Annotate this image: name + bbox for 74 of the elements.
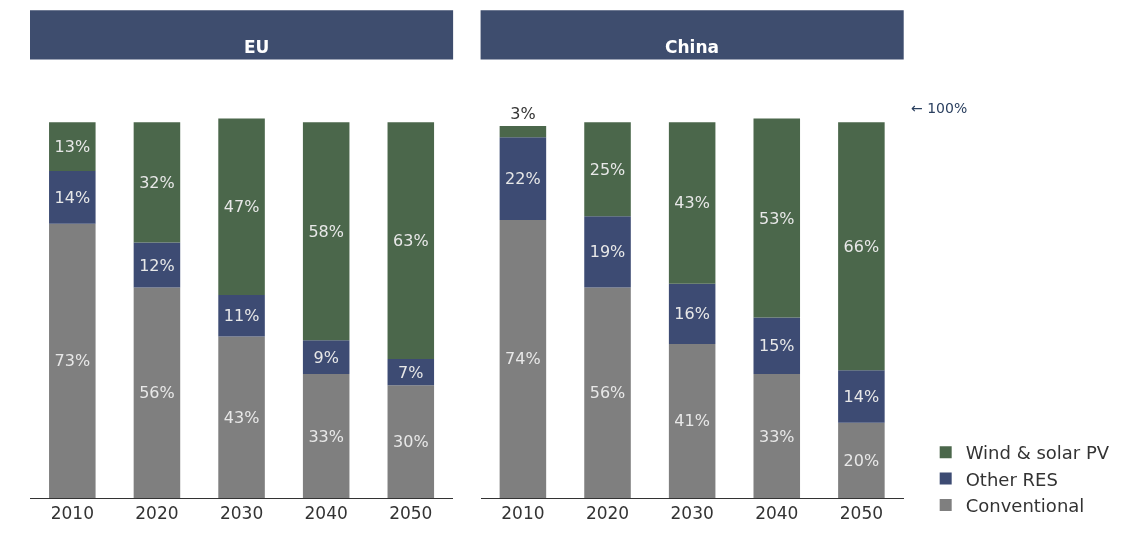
- data-label: 41%: [674, 411, 710, 431]
- bar: [49, 223, 96, 499]
- bar: [499, 125, 547, 138]
- legend-label: Other RES: [965, 468, 1058, 490]
- bar: [753, 374, 801, 499]
- data-label: 3%: [510, 103, 536, 123]
- data-label: 22%: [505, 169, 541, 189]
- x-tick-label: 2050: [839, 503, 884, 524]
- data-label: 25%: [589, 159, 626, 179]
- bar: [302, 374, 350, 499]
- bar: [584, 287, 631, 499]
- data-label: 53%: [758, 208, 795, 228]
- bar: [387, 385, 435, 499]
- bar: [218, 295, 265, 337]
- data-label: 63%: [393, 231, 429, 251]
- bar: [753, 118, 801, 318]
- x-tick-label: 2050: [389, 503, 433, 524]
- x-tick-label: 2020: [585, 503, 630, 524]
- bar: [668, 343, 716, 499]
- bar: [753, 317, 801, 375]
- data-label: 19%: [589, 242, 626, 262]
- legend-label: Wind & solar PV: [965, 442, 1110, 464]
- data-label: 9%: [313, 347, 339, 367]
- bar: [838, 122, 885, 371]
- data-label: 11%: [223, 306, 260, 326]
- data-label: 12%: [139, 255, 175, 275]
- data-label: 47%: [223, 197, 260, 217]
- bar: [668, 122, 716, 284]
- bar: [133, 287, 181, 499]
- data-label: 20%: [843, 450, 880, 470]
- bar: [499, 219, 547, 499]
- bar: [302, 122, 350, 341]
- text: ← 100%: [911, 100, 968, 116]
- data-label: 33%: [758, 426, 795, 446]
- chart-title: EU: [244, 37, 270, 57]
- data-label: 58%: [308, 221, 344, 241]
- bar: [387, 122, 435, 359]
- x-tick-label: 2030: [670, 503, 714, 524]
- data-label: 32%: [139, 172, 175, 192]
- data-label: 14%: [54, 187, 91, 207]
- bar: [49, 171, 96, 224]
- x-tick-label: 2010: [501, 503, 545, 524]
- bar: [838, 422, 885, 499]
- x-tick-label: 2040: [755, 503, 799, 524]
- bar: [133, 122, 181, 243]
- data-label: 7%: [398, 362, 424, 382]
- x-tick-label: 2040: [304, 503, 348, 524]
- data-label: 66%: [843, 236, 880, 256]
- data-label: 43%: [223, 407, 260, 427]
- data-label: 33%: [308, 426, 344, 446]
- data-label: 43%: [674, 193, 710, 213]
- bar: [133, 242, 181, 288]
- data-label: 30%: [393, 432, 429, 452]
- data-label: 56%: [589, 383, 626, 403]
- bar: [49, 122, 96, 172]
- data-label: 16%: [674, 304, 710, 324]
- x-tick-label: 2030: [219, 503, 264, 524]
- bar: [218, 336, 265, 499]
- bar: [584, 216, 631, 288]
- data-label: 13%: [54, 137, 91, 157]
- bar: [499, 137, 547, 220]
- x-tick-label: 2010: [50, 503, 94, 524]
- legend-label: Conventional: [965, 495, 1085, 517]
- data-label: 14%: [843, 387, 880, 407]
- data-label: 73%: [54, 351, 91, 371]
- data-label: 56%: [139, 383, 175, 403]
- x-tick-label: 2020: [135, 503, 179, 524]
- data-label: 15%: [758, 336, 795, 356]
- data-label: 74%: [505, 349, 541, 369]
- bar: [838, 370, 885, 423]
- bar: [584, 122, 631, 217]
- bar: [218, 118, 265, 296]
- chart-title: China: [665, 37, 719, 57]
- bar: [668, 283, 716, 344]
